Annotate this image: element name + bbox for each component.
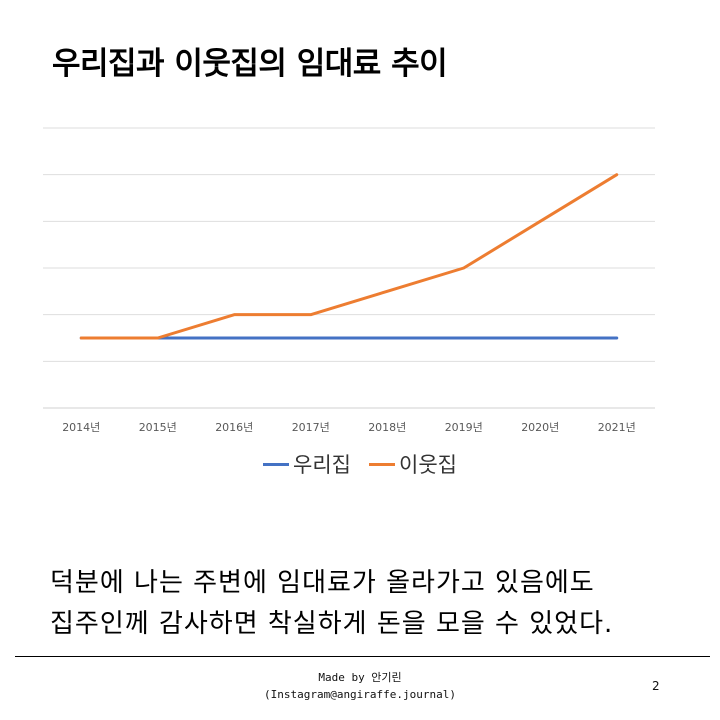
credit-line-1: Made by 안기린 — [318, 671, 402, 684]
gridlines — [43, 127, 655, 409]
credit-line-2: (Instagram@angiraffe.journal) — [263, 688, 457, 701]
legend-swatch-series-2 — [369, 462, 395, 466]
legend-label-series-2: 이웃집 — [399, 453, 457, 477]
caption-text: 덕분에 나는 주변에 임대료가 올라가고 있음에도 집주인께 감사하면 착실하게… — [50, 563, 613, 645]
series-line-2 — [79, 173, 619, 340]
caption-line-2: 집주인께 감사하면 착실하게 돈을 모을 수 있었다. — [50, 609, 614, 639]
x-tick-label: 2014년 — [62, 421, 100, 434]
legend-item-series-1: 우리집 — [263, 449, 351, 479]
chart-series — [79, 173, 619, 340]
footer-credit: Made by 안기린 (Instagram@angiraffe.journal… — [0, 669, 720, 703]
caption-line-1: 덕분에 나는 주변에 임대료가 올라가고 있음에도 — [50, 568, 595, 598]
legend-label-series-1: 우리집 — [293, 453, 351, 477]
legend-swatch-series-1 — [263, 462, 290, 466]
x-tick-label: 2017년 — [292, 421, 330, 434]
footer-divider — [15, 656, 710, 657]
x-tick-label: 2020년 — [521, 421, 559, 434]
x-tick-label: 2016년 — [215, 421, 253, 434]
x-tick-label: 2018년 — [368, 421, 406, 434]
x-axis-tick-labels: 2014년 2015년 2016년 2017년 2018년 2019년 2020년 2021년 — [62, 421, 636, 434]
chart-title: 우리집과 이웃집의 임대료 추이 — [52, 46, 448, 82]
x-tick-label: 2019년 — [445, 421, 483, 434]
x-tick-label: 2021년 — [598, 421, 636, 434]
chart-legend: 우리집 이웃집 — [0, 449, 720, 479]
line-chart: 2014년 2015년 2016년 2017년 2018년 2019년 2020년 2021년 — [43, 127, 655, 434]
legend-item-series-2: 이웃집 — [369, 449, 457, 479]
page-number: 2 — [652, 679, 660, 693]
x-tick-label: 2015년 — [139, 421, 177, 434]
